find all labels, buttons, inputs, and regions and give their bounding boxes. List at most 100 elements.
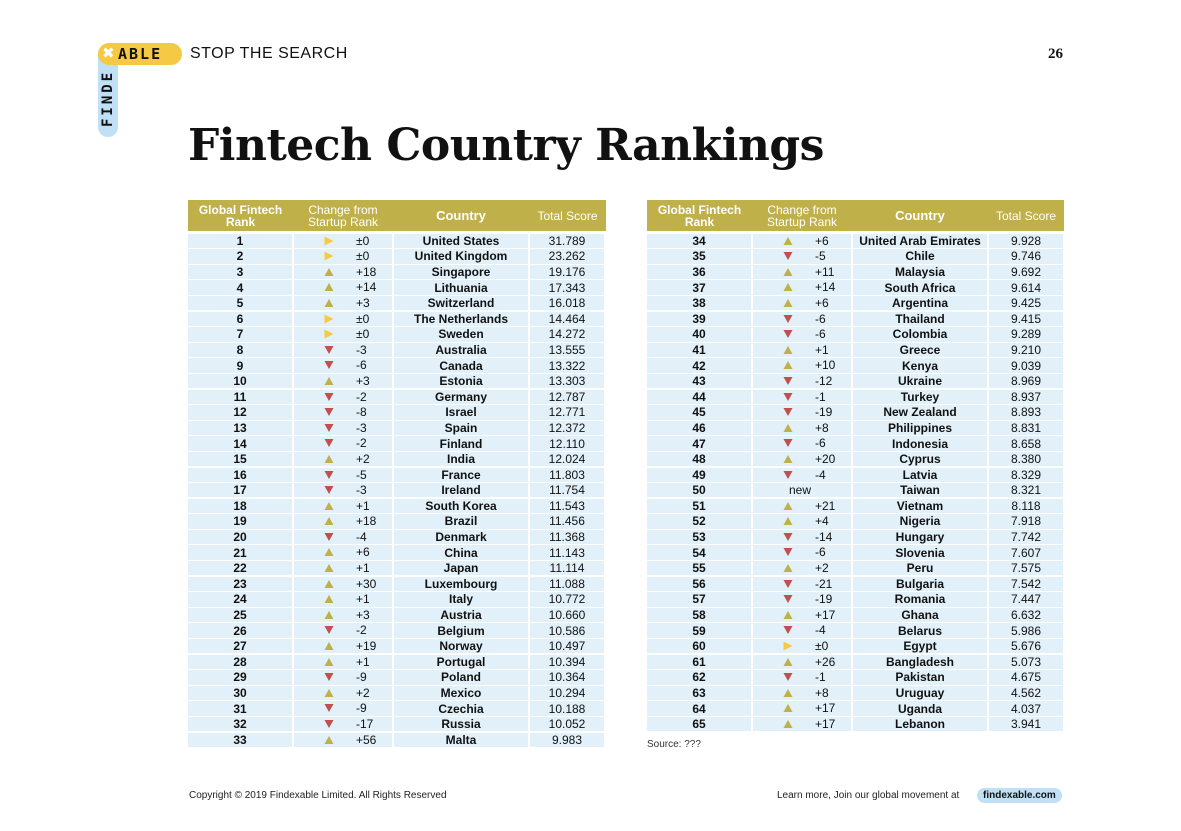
triangle-down-icon	[783, 408, 793, 417]
score-cell: 12.110	[530, 436, 604, 451]
triangle-down-icon	[324, 704, 334, 713]
table-row: 42 +10 Kenya 9.039	[647, 358, 1064, 374]
score-cell: 8.380	[989, 451, 1063, 467]
country-cell: Turkey	[853, 389, 987, 404]
table-row: 14 -2 Finland 12.110	[188, 436, 606, 452]
triangle-up-icon	[783, 688, 793, 697]
table-row: 50 new Taiwan 8.321	[647, 483, 1064, 499]
change-cell: +2	[294, 685, 392, 701]
change-value: +10	[815, 358, 836, 373]
score-cell: 10.772	[530, 592, 604, 607]
country-cell: Germany	[394, 389, 528, 404]
change-cell: +18	[294, 514, 392, 529]
table-row: 1 ±0 United States 31.789	[188, 233, 606, 249]
change-value: -14	[815, 529, 833, 544]
change-cell: ±0	[753, 639, 851, 654]
score-cell: 7.447	[989, 592, 1063, 607]
triangle-up-icon	[324, 579, 334, 588]
rank-cell: 37	[647, 280, 751, 295]
change-value: +17	[815, 717, 836, 731]
score-cell: 11.543	[530, 498, 604, 514]
triangle-down-icon	[324, 626, 334, 635]
change-cell: +17	[753, 717, 851, 732]
change-value: -9	[356, 701, 367, 716]
table-row: 4 +14 Lithuania 17.343	[188, 280, 606, 296]
table-row: 64 +17 Uganda 4.037	[647, 701, 1064, 717]
change-value: -6	[815, 545, 826, 560]
score-cell: 14.272	[530, 327, 604, 342]
table-row: 5 +3 Switzerland 16.018	[188, 295, 606, 311]
rank-cell: 19	[188, 514, 292, 529]
country-cell: Hungary	[853, 529, 987, 545]
triangle-up-icon	[324, 283, 334, 292]
country-cell: Peru	[853, 561, 987, 576]
rank-cell: 32	[188, 717, 292, 732]
change-cell: +3	[294, 295, 392, 311]
score-cell: 13.555	[530, 342, 604, 358]
change-cell: +14	[753, 280, 851, 295]
header-rank: Global Fintech Rank	[657, 202, 742, 229]
logo-vertical-bar: FINDE	[98, 55, 118, 137]
change-cell: -2	[294, 436, 392, 451]
change-cell: +3	[294, 373, 392, 389]
rank-cell: 1	[188, 233, 292, 248]
score-cell: 12.771	[530, 405, 604, 420]
triangle-up-icon	[783, 423, 793, 432]
score-cell: 7.742	[989, 529, 1063, 545]
score-cell: 6.632	[989, 607, 1063, 623]
country-cell: Norway	[394, 639, 528, 654]
score-cell: 8.969	[989, 373, 1063, 389]
score-cell: 14.464	[530, 311, 604, 326]
table-row: 35 -5 Chile 9.746	[647, 249, 1064, 265]
score-cell: 12.372	[530, 420, 604, 436]
score-cell: 11.456	[530, 514, 604, 529]
table-row: 26 -2 Belgium 10.586	[188, 623, 606, 639]
change-value: -2	[356, 436, 367, 451]
change-cell: +56	[294, 732, 392, 747]
change-value: +6	[815, 233, 829, 248]
triangle-down-icon	[783, 626, 793, 635]
score-cell: 17.343	[530, 280, 604, 295]
change-value: +2	[356, 451, 370, 466]
country-cell: Luxembourg	[394, 576, 528, 592]
triangle-down-icon	[783, 439, 793, 448]
rankings-table-left: Global Fintech Rank Change from Startup …	[188, 200, 606, 748]
table-row: 23 +30 Luxembourg 11.088	[188, 576, 606, 592]
country-cell: Argentina	[853, 295, 987, 311]
rank-cell: 25	[188, 607, 292, 623]
table-body: 1 ±0 United States 31.789 2 ±0 United Kingdom 2…	[188, 233, 606, 748]
country-cell: Finland	[394, 436, 528, 451]
country-cell: Colombia	[853, 327, 987, 342]
change-value: +4	[815, 514, 829, 529]
score-cell: 19.176	[530, 264, 604, 280]
change-value: -8	[356, 405, 367, 420]
table-row: 44 -1 Turkey 8.937	[647, 389, 1064, 405]
score-cell: 12.787	[530, 389, 604, 404]
change-cell: +1	[294, 654, 392, 670]
score-cell: 8.329	[989, 467, 1063, 482]
triangle-up-icon	[783, 361, 793, 370]
change-cell: -6	[753, 436, 851, 451]
triangle-up-icon	[783, 298, 793, 307]
rank-cell: 47	[647, 436, 751, 451]
score-cell: 11.143	[530, 545, 604, 560]
change-cell: -9	[294, 670, 392, 685]
website-link[interactable]: findexable.com	[977, 788, 1062, 803]
country-cell: Lithuania	[394, 280, 528, 295]
rank-cell: 49	[647, 467, 751, 482]
change-value: +19	[356, 639, 377, 654]
country-cell: Cyprus	[853, 451, 987, 467]
change-value: -2	[356, 623, 367, 638]
change-cell: -2	[294, 389, 392, 404]
country-cell: Uruguay	[853, 685, 987, 701]
table-row: 24 +1 Italy 10.772	[188, 592, 606, 608]
rank-cell: 63	[647, 685, 751, 701]
score-cell: 10.660	[530, 607, 604, 623]
score-cell: 7.918	[989, 514, 1063, 529]
table-row: 10 +3 Estonia 13.303	[188, 373, 606, 389]
change-value: -6	[815, 327, 826, 342]
change-value: -21	[815, 576, 833, 591]
logo-able-text: ABLE	[118, 45, 163, 63]
change-cell: +19	[294, 639, 392, 654]
page-number: 26	[1048, 46, 1063, 62]
